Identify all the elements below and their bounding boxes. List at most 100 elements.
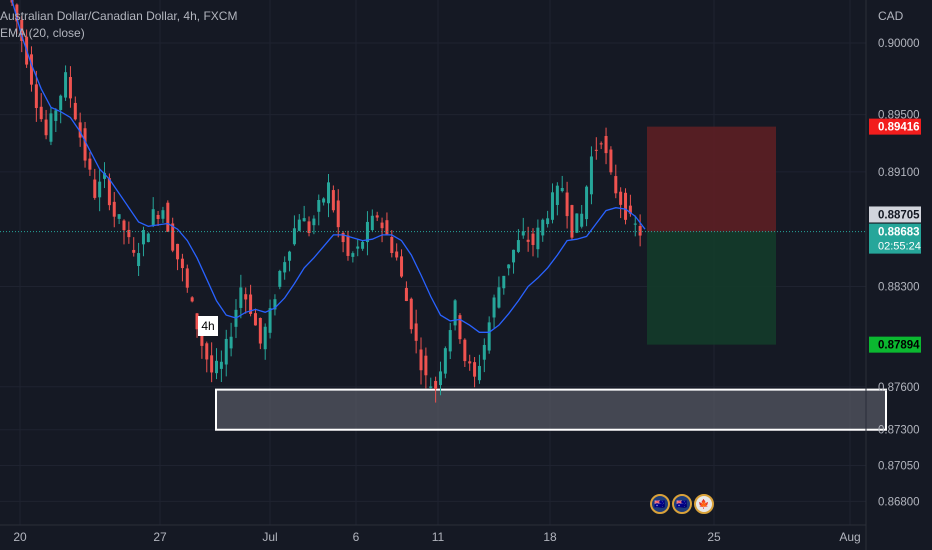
candle-body[interactable] xyxy=(29,54,33,85)
candle-body[interactable] xyxy=(137,253,141,267)
candle-body[interactable] xyxy=(112,201,116,217)
candle-body[interactable] xyxy=(176,243,180,260)
candle-body[interactable] xyxy=(288,251,292,261)
candle-body[interactable] xyxy=(507,264,511,269)
candle-body[interactable] xyxy=(356,246,360,249)
candle-body[interactable] xyxy=(205,343,209,360)
cad-flag-icon[interactable]: 🍁 xyxy=(694,494,714,514)
candle-body[interactable] xyxy=(599,143,603,145)
candle-body[interactable] xyxy=(292,228,296,245)
candle-body[interactable] xyxy=(307,221,311,233)
candle-body[interactable] xyxy=(78,122,82,138)
candle-body[interactable] xyxy=(146,233,150,243)
candle-body[interactable] xyxy=(482,344,486,360)
candle-body[interactable] xyxy=(93,179,97,198)
candle-body[interactable] xyxy=(526,239,530,242)
candle-body[interactable] xyxy=(317,200,321,212)
aud-flag-icon[interactable]: 🇦🇺 xyxy=(650,494,670,514)
candle-body[interactable] xyxy=(117,214,121,219)
candle-body[interactable] xyxy=(351,253,355,257)
candle-body[interactable] xyxy=(414,323,418,341)
symbol-title[interactable]: Australian Dollar/Canadian Dollar, 4h, F… xyxy=(0,9,238,23)
economic-events[interactable]: 🇦🇺 🇦🇺 🍁 xyxy=(650,494,714,514)
candle-body[interactable] xyxy=(370,215,374,231)
candle-body[interactable] xyxy=(390,236,394,253)
candle-body[interactable] xyxy=(103,172,107,179)
candle-body[interactable] xyxy=(570,205,574,238)
candle-body[interactable] xyxy=(429,386,433,388)
candle-body[interactable] xyxy=(555,185,559,206)
candle-body[interactable] xyxy=(258,317,262,344)
candle-body[interactable] xyxy=(565,192,569,217)
take-profit-zone[interactable] xyxy=(647,231,776,345)
candle-body[interactable] xyxy=(638,225,642,236)
candle-body[interactable] xyxy=(215,360,219,374)
candle-body[interactable] xyxy=(322,198,326,203)
candle-body[interactable] xyxy=(180,258,184,269)
candle-body[interactable] xyxy=(132,249,136,253)
candle-body[interactable] xyxy=(263,326,267,350)
candle-body[interactable] xyxy=(151,209,155,225)
candle-body[interactable] xyxy=(380,222,384,229)
candle-body[interactable] xyxy=(521,231,525,236)
candle-body[interactable] xyxy=(244,294,248,300)
candle-body[interactable] xyxy=(83,128,87,161)
candle-body[interactable] xyxy=(463,339,467,362)
candle-body[interactable] xyxy=(336,200,340,228)
candle-body[interactable] xyxy=(419,349,423,371)
candle-body[interactable] xyxy=(268,308,272,333)
candle-body[interactable] xyxy=(434,380,438,389)
candle-body[interactable] xyxy=(453,300,457,326)
candle-body[interactable] xyxy=(580,213,584,227)
candle-body[interactable] xyxy=(585,186,589,220)
candle-body[interactable] xyxy=(341,233,345,243)
candle-body[interactable] xyxy=(575,213,579,233)
indicator-label[interactable]: EMA (20, close) xyxy=(0,26,85,40)
candle-body[interactable] xyxy=(604,135,608,154)
candle-body[interactable] xyxy=(297,219,301,231)
candle-body[interactable] xyxy=(20,19,24,41)
candle-body[interactable] xyxy=(273,299,277,310)
candle-body[interactable] xyxy=(161,210,165,219)
candle-body[interactable] xyxy=(59,95,63,110)
candle-body[interactable] xyxy=(560,187,564,192)
aud-flag-icon[interactable]: 🇦🇺 xyxy=(672,494,692,514)
candle-body[interactable] xyxy=(210,355,214,373)
candle-body[interactable] xyxy=(375,215,379,218)
candle-body[interactable] xyxy=(468,361,472,364)
candle-body[interactable] xyxy=(190,297,194,302)
candle-body[interactable] xyxy=(34,84,38,109)
candle-body[interactable] xyxy=(127,229,131,238)
candle-body[interactable] xyxy=(39,106,43,120)
candle-body[interactable] xyxy=(477,365,481,381)
candle-body[interactable] xyxy=(594,149,598,151)
candle-body[interactable] xyxy=(283,262,287,273)
candle-body[interactable] xyxy=(448,330,452,352)
candle-body[interactable] xyxy=(395,251,399,258)
candle-body[interactable] xyxy=(229,336,233,349)
candle-body[interactable] xyxy=(141,229,145,245)
candle-body[interactable] xyxy=(327,182,330,204)
candle-body[interactable] xyxy=(438,371,442,386)
candle-body[interactable] xyxy=(487,322,491,351)
candle-body[interactable] xyxy=(609,149,613,173)
candle-body[interactable] xyxy=(73,102,77,120)
candle-body[interactable] xyxy=(550,192,554,220)
candle-body[interactable] xyxy=(49,113,53,142)
candle-body[interactable] xyxy=(278,270,282,287)
candle-body[interactable] xyxy=(619,191,623,205)
candle-body[interactable] xyxy=(492,297,496,318)
candle-body[interactable] xyxy=(409,298,413,330)
candle-body[interactable] xyxy=(15,4,19,22)
candle-body[interactable] xyxy=(312,218,316,226)
candle-body[interactable] xyxy=(400,256,404,277)
candle-body[interactable] xyxy=(541,219,545,236)
candle-body[interactable] xyxy=(224,338,228,365)
candle-body[interactable] xyxy=(497,287,501,308)
candle-body[interactable] xyxy=(185,268,189,288)
candle-body[interactable] xyxy=(516,240,520,252)
candle-body[interactable] xyxy=(200,326,204,346)
candle-body[interactable] xyxy=(589,156,593,195)
candle-body[interactable] xyxy=(473,362,477,377)
